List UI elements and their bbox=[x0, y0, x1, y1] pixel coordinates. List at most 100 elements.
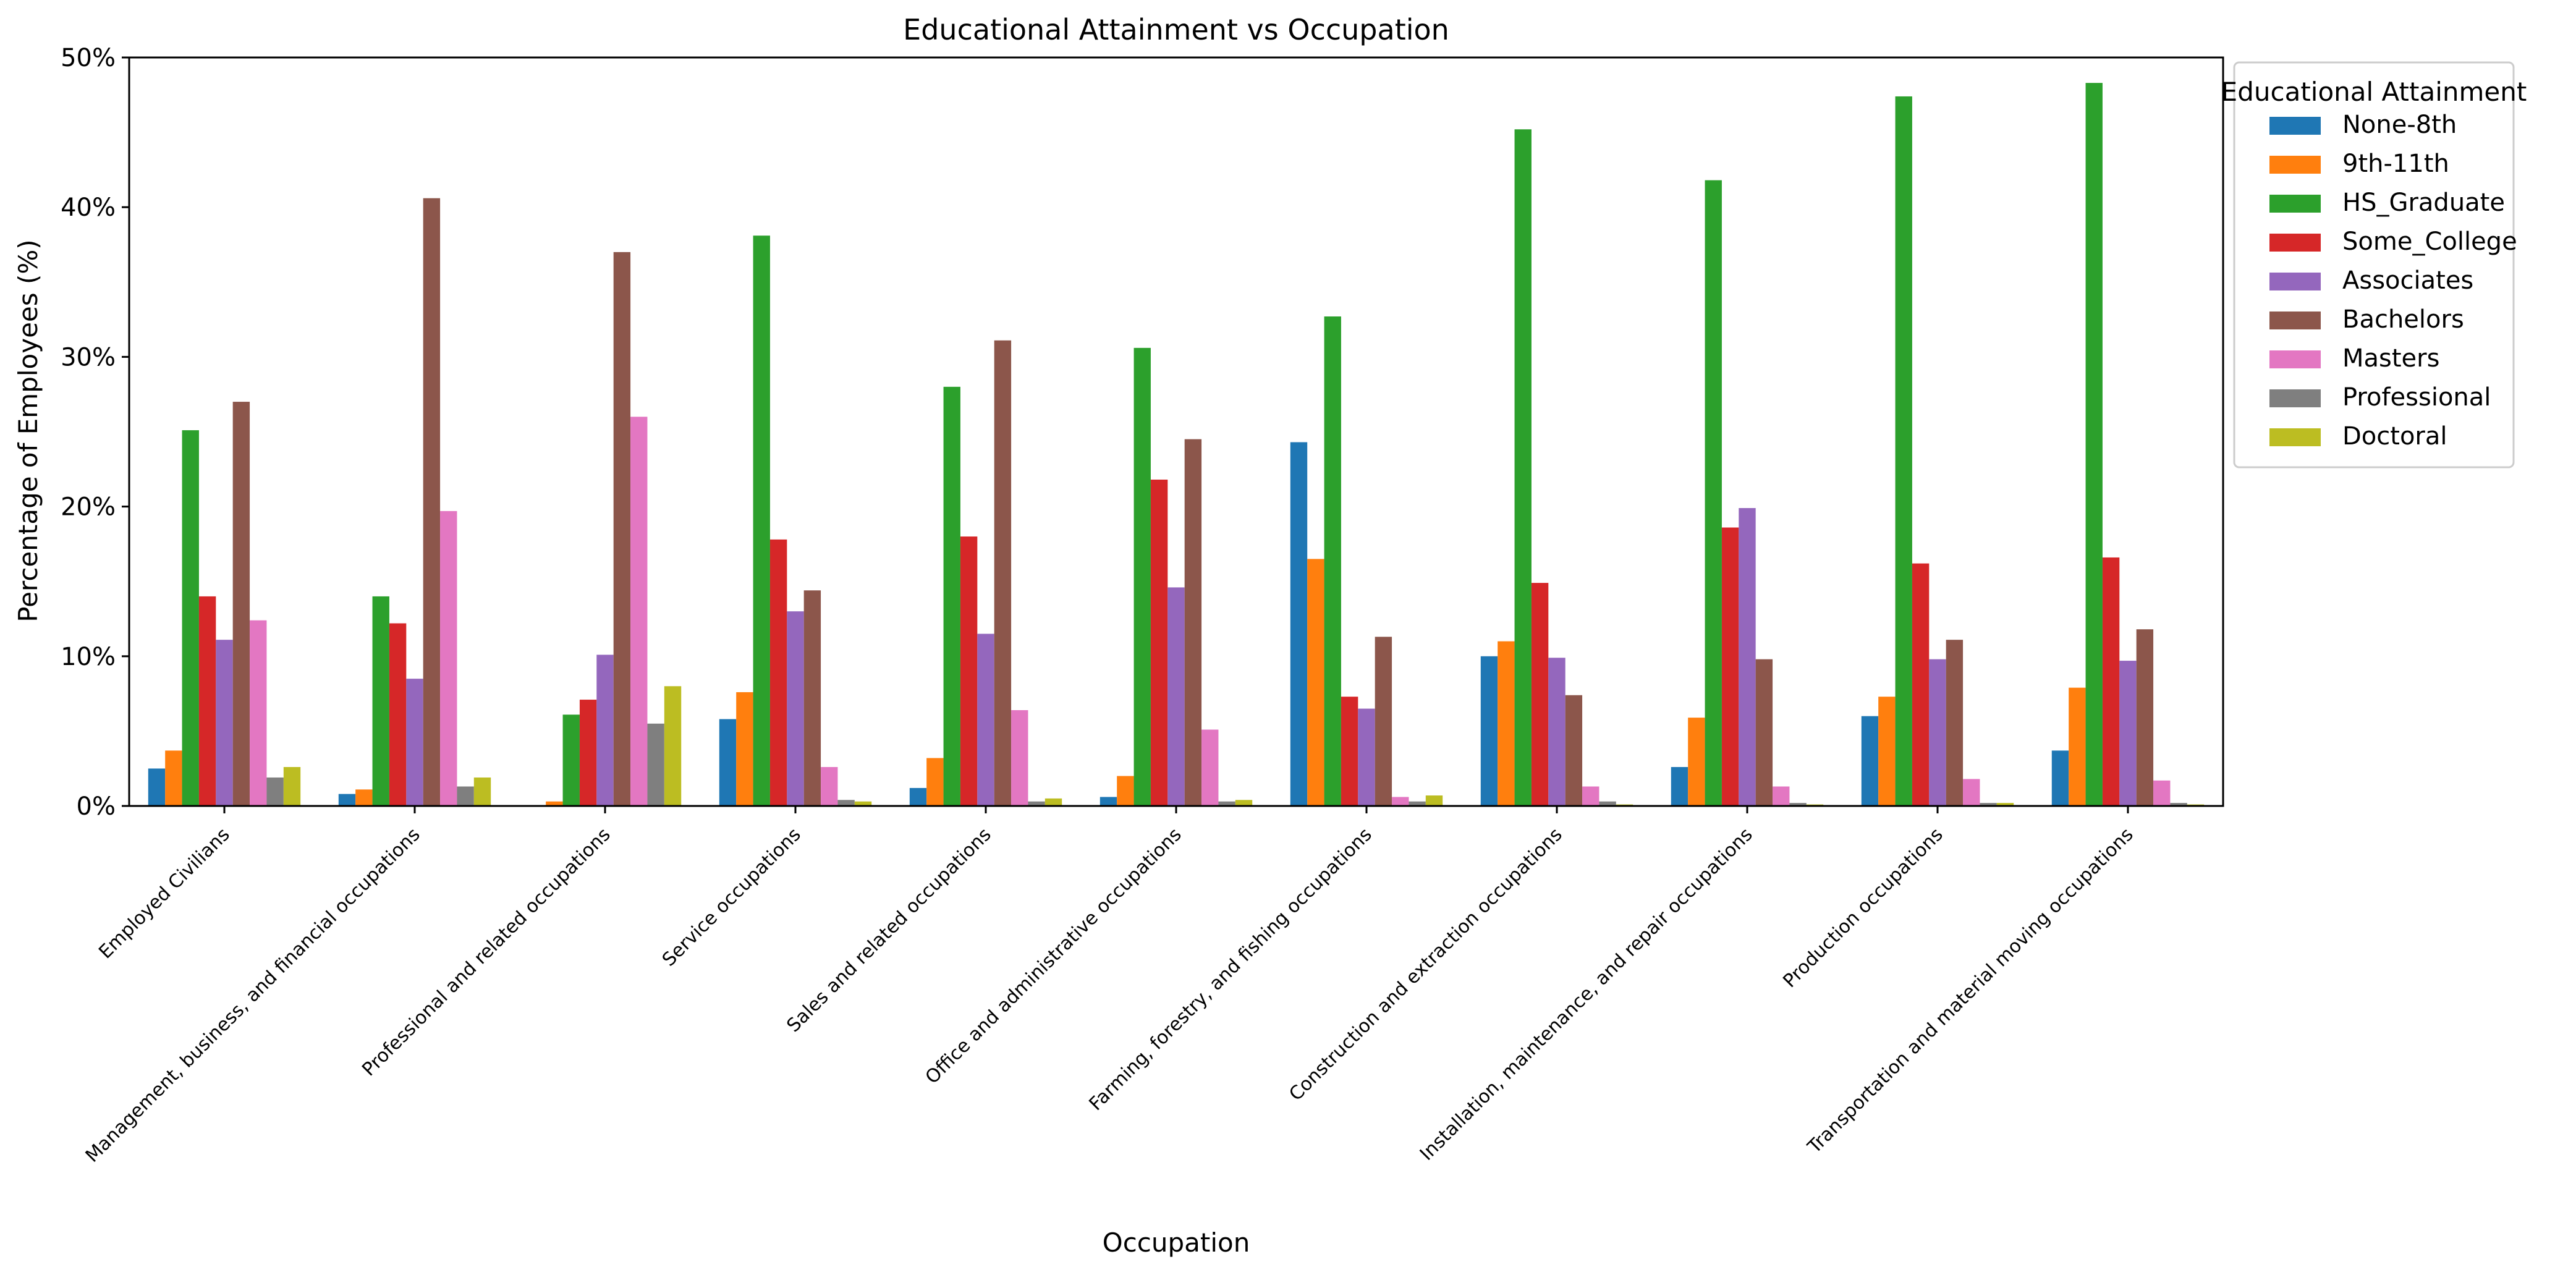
bar-hs-graduate-0 bbox=[182, 430, 199, 806]
bar-some-college-5 bbox=[1150, 480, 1168, 806]
bar-hs-graduate-3 bbox=[753, 235, 770, 807]
bar-professional-5 bbox=[1218, 801, 1235, 806]
bar-bachelors-2 bbox=[613, 252, 631, 806]
bar-none-8th-5 bbox=[1099, 797, 1117, 806]
legend-items: None-8th 9th-11th HS_Graduate Some_College A… bbox=[2269, 111, 2517, 451]
bar-none-8th-6 bbox=[1290, 442, 1308, 806]
bar-professional-6 bbox=[1409, 801, 1426, 806]
chart-title: Educational Attainment vs Occupation bbox=[903, 13, 1449, 46]
bar-bachelors-4 bbox=[994, 340, 1012, 806]
bar-associates-9 bbox=[1929, 659, 1946, 806]
y-tick-label: 20% bbox=[61, 493, 116, 522]
y-tick-label: 40% bbox=[61, 193, 116, 222]
bar-professional-7 bbox=[1599, 801, 1616, 806]
bar-bachelors-5 bbox=[1184, 439, 1202, 806]
bar-masters-7 bbox=[1582, 786, 1599, 806]
bar-professional-4 bbox=[1028, 801, 1045, 806]
bar-none-8th-8 bbox=[1671, 767, 1688, 806]
bar-associates-6 bbox=[1358, 708, 1375, 806]
bar-associates-10 bbox=[2119, 661, 2137, 806]
legend-label: None-8th bbox=[2342, 111, 2457, 139]
bar-associates-3 bbox=[787, 611, 804, 806]
bar-doctoral-2 bbox=[664, 686, 682, 806]
legend-swatch bbox=[2269, 389, 2321, 407]
bar-associates-4 bbox=[977, 634, 994, 806]
bar-doctoral-1 bbox=[473, 777, 491, 806]
x-axis-label: Occupation bbox=[1103, 1227, 1250, 1258]
bar-some-college-9 bbox=[1912, 563, 1930, 806]
bar-masters-5 bbox=[1201, 729, 1219, 806]
bar-9th-11th-5 bbox=[1117, 776, 1134, 806]
bar-masters-2 bbox=[630, 417, 648, 806]
bar-associates-0 bbox=[216, 640, 233, 806]
legend-label: Associates bbox=[2342, 266, 2473, 295]
bar-masters-0 bbox=[250, 620, 267, 806]
plot-area-frame bbox=[128, 56, 2224, 807]
bar-hs-graduate-1 bbox=[372, 596, 389, 806]
bar-none-8th-4 bbox=[909, 787, 927, 806]
bar-hs-graduate-9 bbox=[1895, 96, 1912, 807]
bar-masters-4 bbox=[1011, 710, 1028, 806]
bar-hs-graduate-2 bbox=[562, 714, 580, 806]
bar-hs-graduate-6 bbox=[1324, 316, 1341, 806]
bar-bachelors-10 bbox=[2136, 629, 2154, 806]
legend-label: Bachelors bbox=[2342, 305, 2464, 334]
legend-label: Doctoral bbox=[2342, 422, 2447, 451]
bar-hs-graduate-8 bbox=[1705, 180, 1722, 807]
bar-9th-11th-10 bbox=[2069, 687, 2086, 806]
bar-9th-11th-7 bbox=[1498, 641, 1515, 806]
bar-none-8th-7 bbox=[1480, 656, 1498, 806]
bar-doctoral-0 bbox=[283, 767, 301, 806]
legend-swatch bbox=[2269, 117, 2321, 135]
bar-bachelors-9 bbox=[1946, 640, 1964, 806]
bar-9th-11th-3 bbox=[736, 692, 753, 806]
y-tick-label: 50% bbox=[61, 44, 116, 72]
bar-hs-graduate-7 bbox=[1514, 129, 1532, 806]
bar-9th-11th-4 bbox=[926, 758, 944, 806]
bar-masters-9 bbox=[1963, 779, 1980, 806]
bar-masters-6 bbox=[1392, 797, 1409, 806]
bar-9th-11th-1 bbox=[355, 789, 373, 806]
legend-swatch bbox=[2269, 156, 2321, 174]
bar-masters-1 bbox=[440, 511, 457, 806]
legend-title: Educational Attainment bbox=[2221, 77, 2527, 107]
y-tick-label: 10% bbox=[61, 643, 116, 671]
bar-hs-graduate-10 bbox=[2085, 83, 2103, 806]
bar-bachelors-6 bbox=[1375, 637, 1392, 806]
bar-none-8th-9 bbox=[1861, 716, 1879, 806]
bar-bachelors-0 bbox=[232, 402, 250, 806]
bar-doctoral-3 bbox=[854, 801, 872, 806]
bar-doctoral-4 bbox=[1044, 798, 1062, 806]
bar-hs-graduate-5 bbox=[1133, 347, 1151, 806]
bar-masters-3 bbox=[821, 767, 838, 806]
legend-swatch bbox=[2269, 428, 2321, 446]
bar-associates-1 bbox=[406, 679, 423, 806]
legend-label: HS_Graduate bbox=[2342, 189, 2505, 217]
y-axis-ticks: 0% 10% 20% 30% 40% 50% bbox=[61, 44, 129, 821]
bar-professional-10 bbox=[2170, 803, 2187, 806]
bar-professional-0 bbox=[266, 777, 284, 806]
bar-associates-7 bbox=[1548, 658, 1566, 806]
bar-bachelors-3 bbox=[803, 590, 821, 806]
bar-bachelors-1 bbox=[423, 198, 441, 806]
legend: Educational Attainment None-8th 9th-11th H… bbox=[2221, 61, 2527, 468]
bar-some-college-1 bbox=[389, 623, 407, 806]
bar-masters-8 bbox=[1773, 786, 1790, 806]
legend-swatch bbox=[2269, 312, 2321, 329]
bar-doctoral-5 bbox=[1235, 800, 1253, 806]
bar-masters-10 bbox=[2153, 780, 2171, 806]
bar-some-college-0 bbox=[198, 596, 216, 806]
y-tick-label: 0% bbox=[77, 792, 116, 821]
bar-doctoral-6 bbox=[1425, 795, 1443, 806]
bar-none-8th-1 bbox=[338, 794, 356, 806]
bar-some-college-7 bbox=[1531, 583, 1549, 806]
bar-none-8th-0 bbox=[148, 768, 166, 806]
bar-some-college-6 bbox=[1341, 697, 1358, 806]
bar-doctoral-9 bbox=[1996, 803, 2014, 806]
bar-some-college-8 bbox=[1721, 527, 1739, 806]
bars-layer bbox=[148, 83, 2205, 807]
bar-9th-11th-2 bbox=[546, 801, 563, 806]
legend-swatch bbox=[2269, 234, 2321, 252]
